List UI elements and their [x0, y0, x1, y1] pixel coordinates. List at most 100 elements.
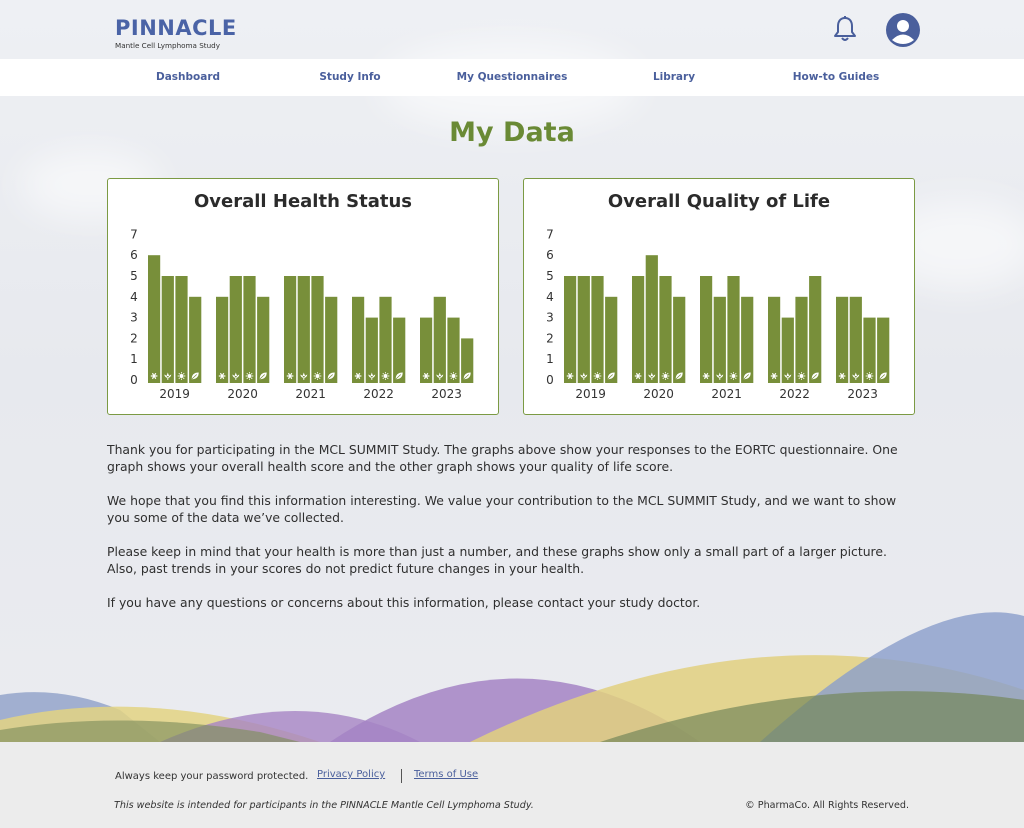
y-tick-label: 7 [546, 227, 554, 241]
sun-icon [381, 372, 390, 380]
y-tick-label: 2 [546, 331, 554, 345]
bar [365, 317, 378, 383]
y-tick-label: 4 [130, 290, 138, 304]
site-footer: Always keep your password protected. Pri… [0, 742, 1024, 828]
user-avatar-icon[interactable] [886, 13, 920, 47]
bar [809, 276, 822, 383]
bar [577, 276, 590, 383]
info-paragraph: Please keep in mind that your health is … [107, 544, 887, 576]
copyright: © PharmaCo. All Rights Reserved. [745, 800, 909, 811]
snowflake-icon [770, 372, 778, 380]
password-reminder: Always keep your password protected. [115, 771, 309, 782]
bar [877, 317, 890, 383]
flower-icon [436, 372, 444, 380]
leaf-icon [811, 372, 819, 380]
bar [420, 317, 433, 383]
y-tick-label: 6 [130, 248, 138, 262]
bar [379, 296, 392, 383]
leaf-icon [259, 372, 267, 380]
x-tick-label: 2019 [575, 387, 606, 401]
bell-icon[interactable] [832, 15, 858, 43]
nav-library[interactable]: Library [652, 71, 696, 83]
terms-of-use-link[interactable]: Terms of Use [414, 769, 479, 780]
nav-my-questionnaires[interactable]: My Questionnaires [456, 71, 568, 83]
y-tick-label: 6 [546, 248, 554, 262]
page-title: My Data [449, 117, 575, 148]
flower-icon [300, 372, 308, 380]
info-paragraph: If you have any questions or concerns ab… [107, 595, 701, 610]
leaf-icon [395, 372, 403, 380]
y-tick-label: 5 [130, 269, 138, 283]
snowflake-icon [566, 372, 574, 380]
bar [591, 276, 604, 383]
bar [564, 276, 577, 383]
bar [741, 296, 754, 383]
x-tick-label: 2023 [431, 387, 462, 401]
bar [781, 317, 794, 383]
bar [768, 296, 781, 383]
brand-logo[interactable]: PINNACLE Mantle Cell Lymphoma Study [115, 16, 237, 50]
chart-title: Overall Quality of Life [607, 191, 831, 212]
snowflake-icon [634, 372, 642, 380]
flower-icon [232, 372, 240, 380]
nav-study-info[interactable]: Study Info [319, 71, 381, 83]
sun-icon [797, 372, 806, 380]
bar [713, 296, 726, 383]
leaf-icon [327, 372, 335, 380]
y-tick-label: 4 [546, 290, 554, 304]
bar [605, 296, 618, 383]
y-tick-label: 0 [546, 373, 554, 387]
main-nav: Dashboard Study Info My Questionnaires L… [0, 59, 1024, 96]
bar [161, 276, 174, 383]
flower-icon [164, 372, 172, 380]
snowflake-icon [150, 372, 158, 380]
flower-icon [580, 372, 588, 380]
x-tick-label: 2020 [643, 387, 674, 401]
y-tick-label: 1 [130, 352, 138, 366]
bar [189, 296, 202, 383]
x-tick-label: 2022 [779, 387, 810, 401]
bar [727, 276, 740, 383]
nav-dashboard[interactable]: Dashboard [155, 71, 221, 83]
flower-icon [784, 372, 792, 380]
x-tick-label: 2021 [711, 387, 742, 401]
bar [659, 276, 672, 383]
bar [229, 276, 242, 383]
x-tick-label: 2021 [295, 387, 326, 401]
bar [257, 296, 270, 383]
flower-icon [716, 372, 724, 380]
footer-divider [401, 769, 402, 783]
sun-icon [593, 372, 602, 380]
sun-icon [865, 372, 874, 380]
bar [645, 255, 658, 383]
bar [632, 276, 645, 383]
chart-title: Overall Health Status [194, 191, 412, 212]
flower-icon [368, 372, 376, 380]
y-tick-label: 0 [130, 373, 138, 387]
leaf-icon [675, 372, 683, 380]
chart-health-status: 0 1 2 3 4 5 6 7 2019 2020 2021 2022 2023 [130, 227, 474, 401]
nav-how-to-guides[interactable]: How-to Guides [792, 71, 880, 83]
x-tick-label: 2022 [363, 387, 394, 401]
brand-subtitle: Mantle Cell Lymphoma Study [115, 41, 220, 50]
bar [297, 276, 310, 383]
bar [461, 338, 474, 383]
snowflake-icon [422, 372, 430, 380]
brand-title: PINNACLE [115, 16, 237, 40]
sun-icon [661, 372, 670, 380]
x-tick-label: 2023 [847, 387, 878, 401]
snowflake-icon [354, 372, 362, 380]
leaf-icon [607, 372, 615, 380]
snowflake-icon [838, 372, 846, 380]
flower-icon [852, 372, 860, 380]
flower-icon [648, 372, 656, 380]
footer-disclaimer: This website is intended for participant… [114, 800, 534, 811]
privacy-policy-link[interactable]: Privacy Policy [317, 769, 386, 780]
sun-icon [729, 372, 738, 380]
info-paragraph: Thank you for participating in the MCL S… [107, 442, 898, 474]
sun-icon [449, 372, 458, 380]
bar [836, 296, 849, 383]
y-tick-label: 2 [130, 331, 138, 345]
bar [433, 296, 446, 383]
y-tick-label: 7 [130, 227, 138, 241]
